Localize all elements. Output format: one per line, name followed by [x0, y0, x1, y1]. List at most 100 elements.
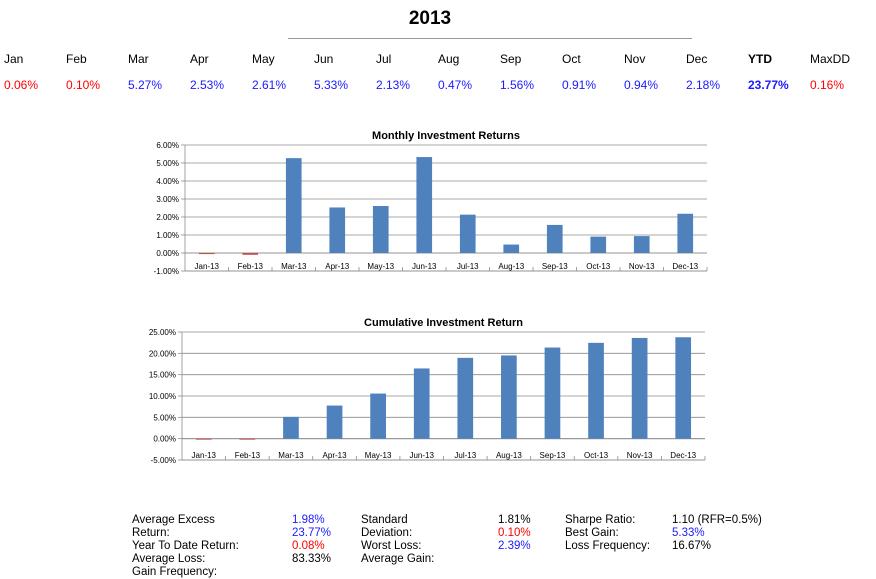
month-label-may: May: [252, 52, 275, 66]
chart2-xtick-label: Oct-13: [584, 451, 609, 460]
month-label-dec: Dec: [686, 52, 708, 66]
chart1-ytick-label: 5.00%: [156, 159, 179, 168]
chart1-xtick-label: Apr-13: [325, 262, 350, 271]
chart2-ytick-label: 10.00%: [149, 392, 176, 401]
chart1-bar: [416, 157, 433, 253]
chart1-bar: [633, 236, 650, 253]
chart2-ytick-label: 25.00%: [149, 328, 176, 337]
chart2-bar: [631, 337, 648, 439]
month-label-aug: Aug: [438, 52, 460, 66]
chart1-xtick-label: Aug-13: [498, 262, 524, 271]
stat-loss-frequency: 16.67%: [672, 540, 712, 552]
chart1-xtick-label: May-13: [367, 262, 394, 271]
month-value-oct: 0.91%: [562, 78, 597, 92]
chart2-ytick-label: 5.00%: [153, 413, 176, 422]
chart2-bar: [588, 342, 604, 439]
title-divider: [288, 38, 692, 39]
month-label-jan: Jan: [4, 52, 24, 66]
stat-standard-deviation: 1.81%: [498, 514, 531, 526]
month-value-jan: 0.06%: [4, 78, 39, 92]
chart1-xtick-label: Sep-13: [542, 262, 568, 271]
chart1-xtick-label: Feb-13: [238, 262, 264, 271]
chart2-title: Cumulative Investment Return: [364, 317, 523, 329]
month-value-dec: 2.18%: [686, 78, 721, 92]
chart1-bar: [372, 206, 389, 253]
chart2-xtick-label: Aug-13: [496, 451, 522, 460]
chart1-bar: [546, 224, 563, 253]
chart1-xtick-label: Jun-13: [412, 262, 437, 271]
chart1-xtick-label: Jul-13: [457, 262, 479, 271]
month-label-ytd: YTD: [748, 52, 772, 66]
chart1-xtick-label: Mar-13: [281, 262, 307, 271]
chart2-xtick-label: Jan-13: [192, 451, 217, 460]
chart2-xtick-label: Nov-13: [627, 451, 653, 460]
month-label-nov: Nov: [624, 52, 646, 66]
chart2-bar: [283, 416, 299, 439]
stat-worst-loss: 0.10%: [498, 527, 531, 539]
chart2-xtick-label: Dec-13: [670, 451, 696, 460]
chart2-bar: [501, 355, 517, 439]
chart1-bar: [242, 253, 259, 255]
chart1-bar: [198, 253, 215, 255]
chart2-xtick-label: Sep-13: [540, 451, 566, 460]
chart1-bar: [329, 207, 346, 253]
chart1-ytick-label: 0.00%: [156, 249, 179, 258]
chart1-bar: [590, 236, 607, 253]
month-label-mar: Mar: [128, 52, 149, 66]
stat-average-loss: 0.08%: [292, 540, 325, 552]
chart2-xtick-label: Feb-13: [235, 451, 261, 460]
chart1-bar: [677, 213, 694, 253]
chart1-xtick-label: Nov-13: [629, 262, 655, 271]
chart1-ytick-label: 2.00%: [156, 213, 179, 222]
stat-sharpe-ratio: 1.10 (RFR=0.5%): [672, 514, 762, 526]
chart1-ytick-label: -1.00%: [154, 267, 179, 276]
chart2-xtick-label: Mar-13: [278, 451, 304, 460]
stat-average-gain: 2.39%: [498, 540, 531, 552]
month-value-ytd: 23.77%: [748, 78, 789, 92]
chart2-xtick-label: Jun-13: [409, 451, 434, 460]
month-value-jul: 2.13%: [376, 78, 411, 92]
month-label-sep: Sep: [500, 52, 522, 66]
stat-best-gain: 5.33%: [672, 527, 705, 539]
month-label-jul: Jul: [376, 52, 392, 66]
stats-labels-col2: Standard Deviation: Worst Loss: Average …: [361, 514, 435, 565]
chart1-ytick-label: 3.00%: [156, 195, 179, 204]
month-value-jun: 5.33%: [314, 78, 349, 92]
month-value-sep: 1.56%: [500, 78, 535, 92]
chart1-xtick-label: Dec-13: [672, 262, 698, 271]
chart1-bar: [503, 244, 520, 253]
month-label-apr: Apr: [190, 52, 209, 66]
chart2-bar: [370, 393, 386, 439]
chart1-ytick-label: 4.00%: [156, 177, 179, 186]
page-title: 2013: [408, 8, 452, 29]
chart2-xtick-label: Apr-13: [323, 451, 348, 460]
stat-average-excess-return: 1.98%: [292, 514, 325, 526]
chart1-xtick-label: Oct-13: [586, 262, 611, 271]
month-label-feb: Feb: [66, 52, 87, 66]
month-value-apr: 2.53%: [190, 78, 225, 92]
stats-labels-col1: Average Excess Return: Year To Date Retu…: [132, 514, 239, 578]
stats-labels-col3: Sharpe Ratio: Best Gain: Loss Frequency:: [565, 514, 651, 552]
chart1-ytick-label: 1.00%: [156, 231, 179, 240]
chart2-bar: [544, 347, 561, 439]
stat-gain-frequency: 83.33%: [292, 553, 332, 565]
chart2-ytick-label: 0.00%: [153, 435, 176, 444]
chart2-ytick-label: 15.00%: [149, 371, 176, 380]
month-label-maxdd: MaxDD: [810, 52, 851, 66]
chart2-bar: [239, 438, 256, 440]
month-value-feb: 0.10%: [66, 78, 101, 92]
chart1-xtick-label: Jan-13: [195, 262, 220, 271]
chart2-bar: [195, 438, 212, 440]
chart2-bar: [326, 405, 343, 439]
chart2-xtick-label: Jul-13: [454, 451, 476, 460]
chart1-bar: [459, 214, 476, 253]
month-value-may: 2.61%: [252, 78, 287, 92]
chart2-xtick-label: May-13: [365, 451, 392, 460]
month-value-mar: 5.27%: [128, 78, 163, 92]
chart2-ytick-label: -5.00%: [151, 456, 176, 465]
chart2-bar: [413, 368, 430, 439]
chart1-title: Monthly Investment Returns: [372, 130, 520, 142]
month-value-nov: 0.94%: [624, 78, 659, 92]
chart2-ytick-label: 20.00%: [149, 349, 176, 358]
month-value-maxdd: 0.16%: [810, 78, 845, 92]
